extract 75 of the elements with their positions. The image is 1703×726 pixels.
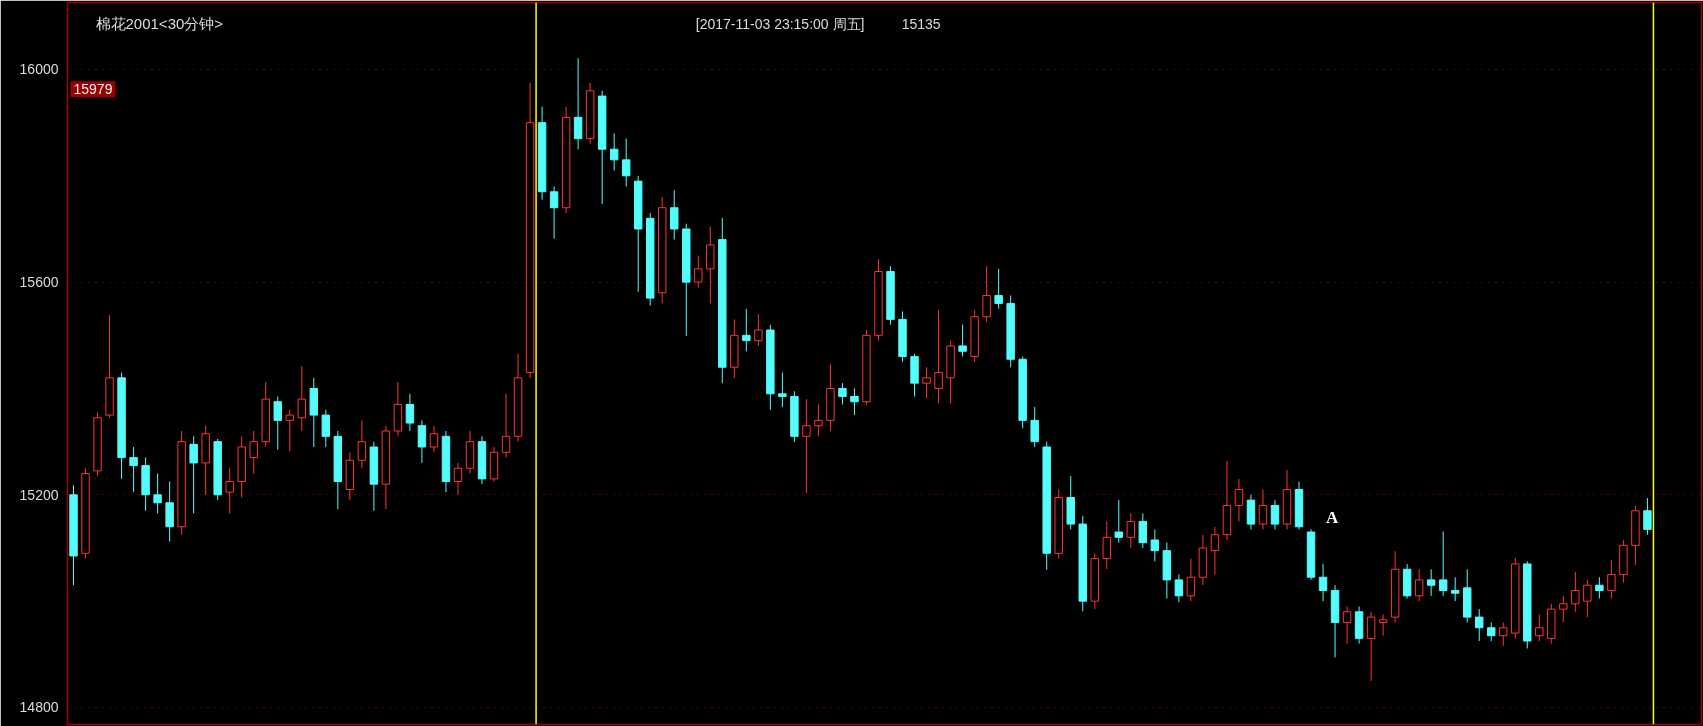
candlestick — [549, 185, 559, 240]
candlestick — [1426, 568, 1436, 597]
candlestick — [1114, 499, 1124, 544]
candlestick — [778, 372, 787, 408]
candlestick — [850, 387, 859, 416]
y-tick-label: 15600 — [19, 274, 59, 291]
candlestick — [153, 473, 162, 514]
candlestick — [1150, 528, 1160, 562]
candlestick — [1559, 595, 1568, 623]
annotation: A — [1326, 507, 1340, 527]
candlestick — [754, 313, 763, 347]
candlestick — [1102, 520, 1111, 570]
candlestick — [1030, 406, 1039, 448]
candlestick — [297, 365, 307, 432]
candlestick — [417, 419, 427, 464]
candlestick — [742, 308, 751, 352]
candlestick — [405, 393, 415, 432]
candlestick — [1438, 531, 1448, 597]
candlestick — [1234, 478, 1244, 522]
candlestick — [802, 398, 811, 494]
y-tick-label: 16000 — [19, 61, 59, 78]
candlestick — [1595, 576, 1604, 599]
candlestick — [1643, 497, 1652, 536]
candlestick — [357, 419, 367, 469]
annotation: 15979 — [73, 81, 113, 98]
candlestick — [1607, 559, 1616, 599]
candlestick — [934, 309, 943, 404]
candlestick — [189, 435, 198, 514]
candlestick — [1258, 489, 1268, 530]
candlestick — [1583, 579, 1592, 618]
candlestick — [429, 425, 439, 453]
candlestick — [501, 393, 511, 459]
candlestick — [1246, 494, 1256, 530]
annotation: 15135 — [901, 15, 941, 32]
candlestick — [1126, 512, 1136, 549]
candlestick — [165, 481, 174, 543]
candlestick — [1475, 608, 1484, 642]
candlestick — [609, 132, 619, 172]
candlestick — [1138, 512, 1148, 549]
text: [2017-11-03 23:15:00 周五] — [695, 15, 865, 32]
candlestick — [1270, 499, 1280, 530]
y-tick-label: 15200 — [19, 486, 59, 503]
candlestick — [453, 462, 463, 496]
candlestick — [321, 409, 331, 448]
candlestick — [1499, 621, 1508, 647]
candlestick — [1210, 526, 1220, 576]
candlestick — [1378, 613, 1388, 637]
candlestick — [958, 324, 967, 358]
candlestick — [838, 382, 847, 405]
y-tick-label: 14800 — [19, 699, 59, 716]
candlestick — [982, 265, 991, 323]
candlestick — [694, 255, 703, 288]
candlestick — [1535, 613, 1544, 642]
candlestick — [994, 268, 1003, 310]
candlestick — [814, 403, 823, 437]
candlestick — [225, 467, 234, 514]
candlestick — [621, 138, 631, 187]
candlestick — [1487, 621, 1496, 642]
candlestick — [706, 225, 715, 304]
candlestick — [1186, 558, 1196, 602]
candlestick — [273, 395, 282, 451]
candlestick — [1571, 571, 1580, 613]
candlestick — [1318, 563, 1328, 602]
candlestick — [1450, 576, 1460, 602]
candlestick — [670, 189, 679, 241]
candlestick — [129, 446, 138, 493]
candlestick — [1366, 611, 1376, 682]
text: 棉花2001<30分钟> — [95, 15, 224, 32]
candlestick — [573, 57, 583, 150]
candlestick — [1174, 574, 1184, 603]
candlestick — [249, 430, 258, 475]
candlestick — [922, 366, 931, 399]
candlestick — [285, 409, 294, 452]
candlestick — [1414, 568, 1424, 602]
candlestick — [1342, 605, 1352, 645]
